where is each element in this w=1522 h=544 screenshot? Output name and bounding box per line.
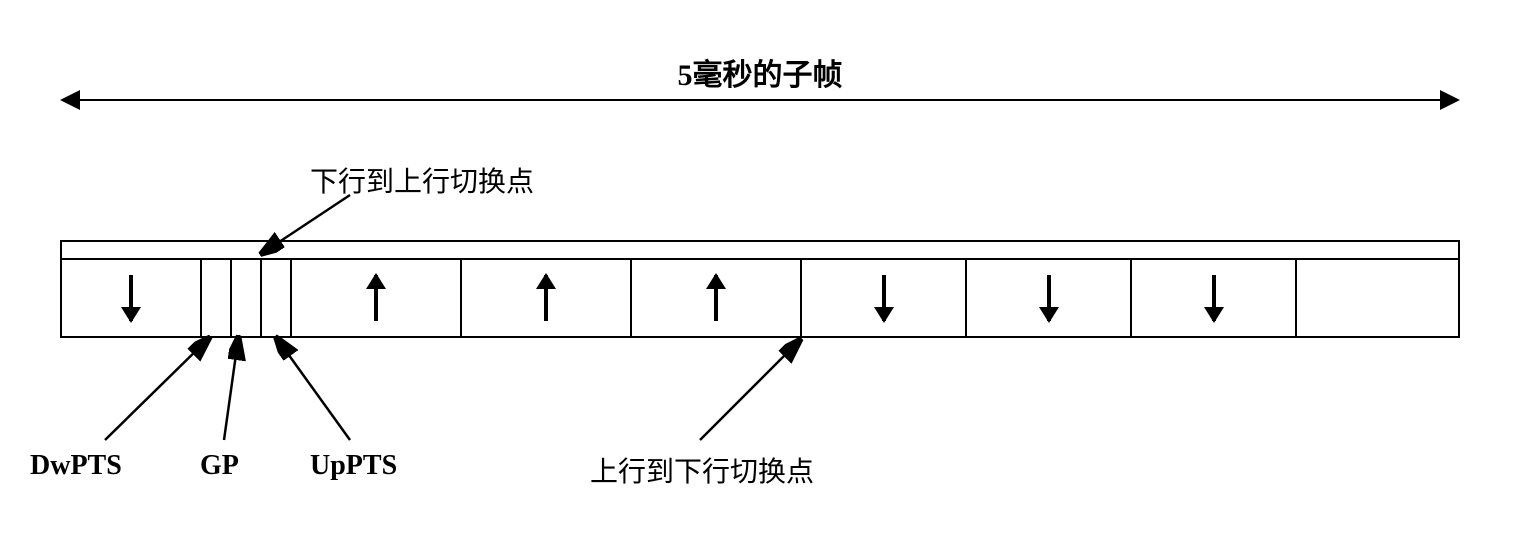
gp-label: GP bbox=[200, 450, 239, 482]
dwpts-label: DwPTS bbox=[30, 450, 122, 482]
pointer-overlay bbox=[20, 20, 1500, 520]
ul-dl-switch-label: 上行到下行切换点 bbox=[590, 450, 814, 490]
uppts-label: UpPTS bbox=[310, 450, 397, 482]
tdd-subframe-diagram: 5毫秒的子帧 下行到上行切换点 DwPTS GP UpPTS 上行到下行切换点 bbox=[20, 20, 1500, 520]
